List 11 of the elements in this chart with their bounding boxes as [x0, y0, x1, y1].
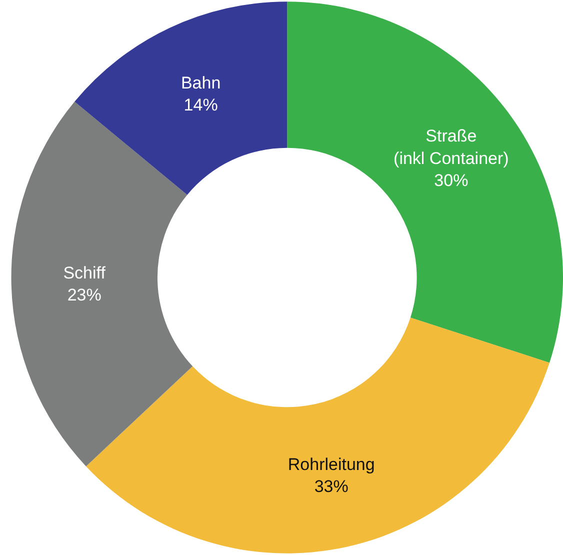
donut-slice [74, 2, 288, 195]
slice-label: Schiff [63, 263, 106, 282]
slice-label: Rohrleitung [288, 454, 375, 474]
data-label: 30% [434, 170, 468, 190]
slice-label: Bahn [180, 73, 221, 92]
data-label: 33% [314, 476, 348, 496]
data-label: 23% [67, 285, 102, 304]
donut-slice [287, 2, 562, 363]
data-label: 14% [184, 96, 218, 115]
donut-slice [86, 318, 550, 554]
slice-label: Straße (inkl Container) [394, 126, 509, 168]
